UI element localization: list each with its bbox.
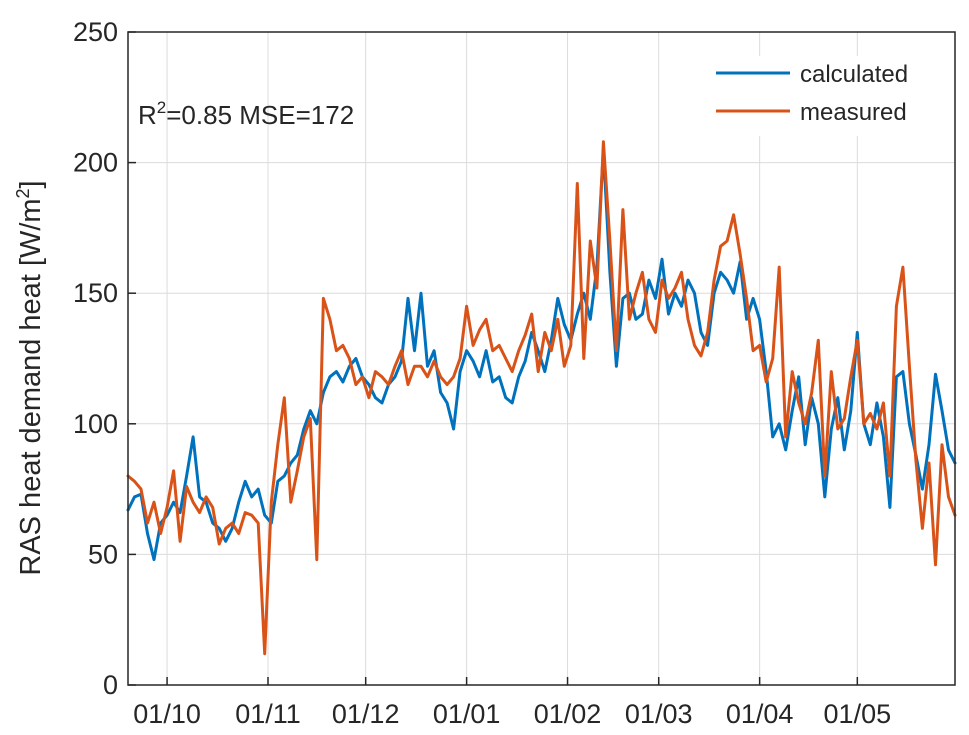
- x-tick-label: 01/12: [332, 699, 400, 729]
- y-tick-label: 150: [73, 278, 118, 308]
- y-axis-label-end: ]: [15, 180, 47, 188]
- annotation-superscript: 2: [157, 98, 166, 117]
- fit-annotation: R2=0.85 MSE=172: [138, 98, 354, 130]
- x-tick-label: 01/04: [726, 699, 794, 729]
- y-tick-label: 50: [88, 539, 118, 569]
- x-tick-label: 01/10: [133, 699, 201, 729]
- x-tick-label: 01/03: [625, 699, 693, 729]
- y-tick-label: 200: [73, 148, 118, 178]
- x-tick-label: 01/01: [433, 699, 501, 729]
- series-line-measured: [126, 140, 957, 656]
- legend-label-calculated: calculated: [800, 61, 908, 88]
- annotation-values: =0.85 MSE=172: [166, 100, 354, 130]
- series-line-calculated: [126, 148, 957, 562]
- y-axis-label-superscript: 2: [13, 188, 33, 198]
- axis-ticks: 0 50 100 150 200 250 01/10 01/11 01/12 01/01 01/02…: [73, 17, 891, 729]
- x-tick-label: 01/05: [824, 699, 892, 729]
- grid: [128, 32, 955, 685]
- y-tick-label: 250: [73, 17, 118, 47]
- y-axis-label: RAS heat demand heat [W/m2]: [13, 180, 47, 575]
- legend: calculated measured: [706, 56, 942, 136]
- plot-area-frame: [127, 31, 956, 686]
- x-tick-label: 01/11: [235, 699, 301, 729]
- y-axis-label-main: RAS heat demand heat [W/m: [15, 198, 47, 575]
- legend-box: [706, 56, 942, 136]
- annotation-r: R: [138, 100, 157, 130]
- series-layer: [126, 140, 957, 656]
- y-tick-label: 0: [103, 670, 118, 700]
- x-tick-label: 01/02: [534, 699, 602, 729]
- legend-label-measured: measured: [800, 99, 907, 126]
- y-tick-label: 100: [73, 409, 118, 439]
